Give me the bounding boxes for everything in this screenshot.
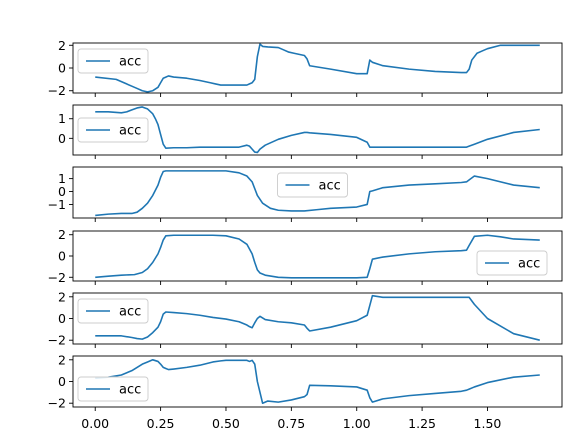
y-tick-label: 2 xyxy=(58,227,66,242)
x-tick-label: 0.50 xyxy=(212,416,240,431)
x-tick-label: 0.25 xyxy=(147,416,175,431)
subplot-2: 0 1 acc xyxy=(58,104,563,159)
shared-x-axis: 0.00 0.25 0.50 0.75 1.00 1.25 1.50 xyxy=(81,416,501,431)
legend-box xyxy=(476,250,548,276)
y-tick-label: 1 xyxy=(58,111,66,126)
legend: acc xyxy=(77,298,149,324)
legend-label: acc xyxy=(518,257,540,272)
series-line-4-1 xyxy=(95,234,540,279)
series-line-1-1 xyxy=(95,43,540,93)
y-tick-label: 0 xyxy=(58,374,66,389)
subplot-4: −2 0 2 acc xyxy=(48,227,563,285)
y-tick-label: 2 xyxy=(58,289,66,304)
series-line-2-1 xyxy=(95,106,540,154)
y-tick-label: −2 xyxy=(48,396,66,411)
y-tick-label: 2 xyxy=(58,352,66,367)
x-tick-label: 0.75 xyxy=(277,416,305,431)
x-tick-label: 1.50 xyxy=(474,416,502,431)
x-tick-label: 1.25 xyxy=(408,416,436,431)
legend-box xyxy=(77,376,149,402)
axes-frame xyxy=(72,166,563,219)
legend-box xyxy=(77,298,149,324)
legend-label: acc xyxy=(119,124,141,139)
series-line-3-1 xyxy=(95,170,540,217)
y-tick-label: 0 xyxy=(58,249,66,264)
series-line-5-1 xyxy=(95,294,540,341)
subplot-6: −2 0 2 acc xyxy=(48,352,563,411)
legend-label: acc xyxy=(119,305,141,320)
y-tick-label: −2 xyxy=(48,270,66,285)
legend: acc xyxy=(277,172,348,198)
legend: acc xyxy=(77,117,149,143)
legend-label: acc xyxy=(319,179,341,194)
y-tick-label: −2 xyxy=(48,83,66,98)
x-tick-label: 0.00 xyxy=(81,416,109,431)
legend-label: acc xyxy=(119,55,141,70)
subplot-3: −101 acc xyxy=(48,166,563,222)
y-tick-label: 0 xyxy=(58,61,66,76)
legend-box xyxy=(277,172,348,198)
y-tick-label: −2 xyxy=(48,333,66,348)
legend: acc xyxy=(77,48,149,74)
subplot-5: −2 0 2 acc xyxy=(48,289,563,348)
axes-frame xyxy=(72,104,563,156)
y-tick-label: −1 xyxy=(48,197,66,212)
y-tick-label: 0 xyxy=(58,311,66,326)
subplot-1: −2 0 2 acc xyxy=(48,38,563,98)
legend-box xyxy=(77,117,149,143)
y-tick-label: 2 xyxy=(58,38,66,53)
x-tick-label: 1.00 xyxy=(343,416,371,431)
y-tick-label: 0 xyxy=(58,131,66,146)
legend: acc xyxy=(476,250,548,276)
y-tick-label: 0 xyxy=(58,184,66,199)
legend: acc xyxy=(77,376,149,402)
legend-box xyxy=(77,48,149,74)
y-tick-label: 1 xyxy=(58,171,66,186)
legend-label: acc xyxy=(119,383,141,398)
series-line-6-1 xyxy=(95,358,540,405)
